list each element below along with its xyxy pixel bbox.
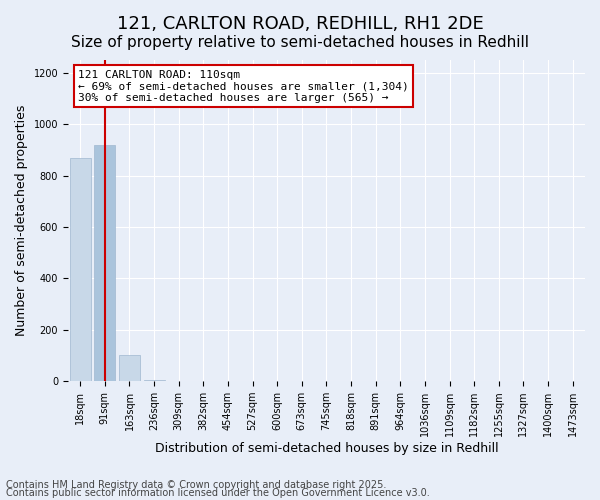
Bar bbox=[143, 380, 164, 381]
Bar bbox=[119, 356, 140, 381]
Text: 121 CARLTON ROAD: 110sqm
← 69% of semi-detached houses are smaller (1,304)
30% o: 121 CARLTON ROAD: 110sqm ← 69% of semi-d… bbox=[78, 70, 409, 103]
Text: 121, CARLTON ROAD, REDHILL, RH1 2DE: 121, CARLTON ROAD, REDHILL, RH1 2DE bbox=[116, 15, 484, 33]
Bar bbox=[168, 380, 189, 381]
Text: Contains public sector information licensed under the Open Government Licence v3: Contains public sector information licen… bbox=[6, 488, 430, 498]
Y-axis label: Number of semi-detached properties: Number of semi-detached properties bbox=[15, 105, 28, 336]
Bar bbox=[94, 145, 115, 381]
X-axis label: Distribution of semi-detached houses by size in Redhill: Distribution of semi-detached houses by … bbox=[155, 442, 498, 455]
Text: Size of property relative to semi-detached houses in Redhill: Size of property relative to semi-detach… bbox=[71, 35, 529, 50]
Text: Contains HM Land Registry data © Crown copyright and database right 2025.: Contains HM Land Registry data © Crown c… bbox=[6, 480, 386, 490]
Bar bbox=[70, 158, 91, 381]
